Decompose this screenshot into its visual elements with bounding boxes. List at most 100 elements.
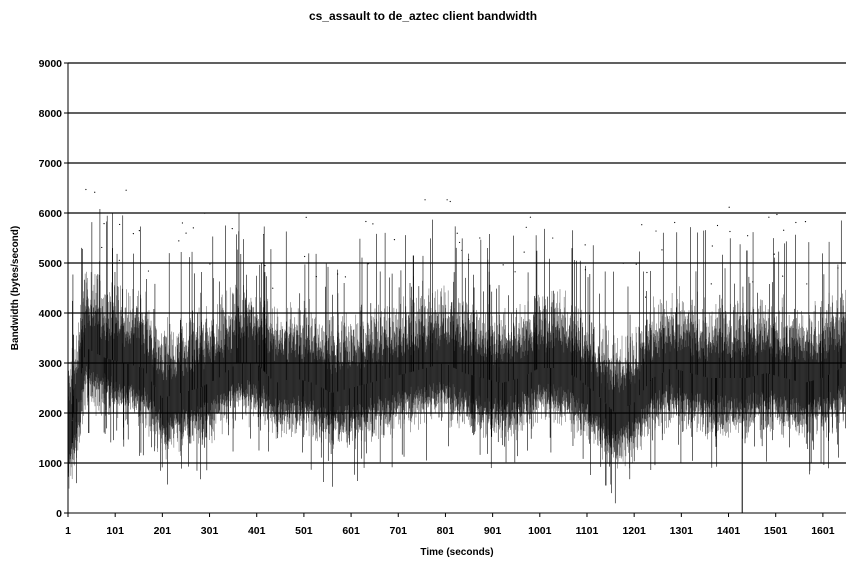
y-tick-label: 0	[56, 508, 62, 520]
data-point	[502, 264, 504, 266]
y-tick-label: 4000	[39, 308, 63, 320]
data-point	[646, 271, 648, 274]
data-point	[103, 223, 105, 225]
x-tick-label: 501	[295, 525, 313, 537]
x-tick-label: 101	[106, 525, 124, 537]
y-tick-label: 3000	[39, 358, 63, 370]
data-point	[118, 259, 120, 261]
data-point	[365, 220, 367, 223]
data-point	[655, 230, 657, 232]
data-point	[806, 283, 808, 285]
data-point	[622, 262, 624, 264]
x-axis-label: Time (seconds)	[420, 547, 493, 558]
data-point	[468, 258, 470, 261]
data-point	[795, 221, 797, 224]
x-tick-label: 401	[248, 525, 266, 537]
data-point	[645, 296, 647, 298]
data-point	[337, 273, 339, 275]
data-point	[776, 213, 778, 216]
x-tick-label: 1101	[576, 525, 599, 537]
data-point	[85, 188, 87, 191]
data-point	[101, 246, 103, 249]
data-point	[641, 224, 643, 226]
data-point	[147, 270, 150, 272]
x-tick-label: 601	[342, 525, 360, 537]
data-point	[773, 253, 775, 255]
data-point	[204, 212, 206, 214]
x-tick-label: 1	[65, 525, 71, 537]
data-point	[523, 251, 525, 253]
data-point	[768, 216, 770, 218]
data-point	[552, 237, 554, 239]
data-point	[372, 223, 374, 225]
data-point	[344, 276, 346, 278]
x-tick-label: 201	[154, 525, 172, 537]
y-tick-label: 2000	[39, 408, 63, 420]
x-tick-label: 1601	[811, 525, 835, 537]
data-point	[711, 245, 713, 247]
x-tick-label: 1201	[622, 525, 646, 537]
data-point	[661, 249, 663, 251]
x-tick-label: 701	[389, 525, 407, 537]
data-point	[716, 224, 719, 227]
data-point	[782, 275, 784, 277]
data-point	[449, 200, 451, 203]
data-point	[529, 216, 532, 218]
data-point	[458, 241, 461, 244]
y-axis-tick-labels: 0 1000 2000 3000 4000 5000 6000 7000 8000 9000	[39, 58, 68, 520]
data-point	[125, 189, 127, 191]
y-tick-label: 5000	[39, 258, 63, 270]
data-point	[544, 262, 546, 264]
x-tick-label: 1401	[717, 525, 741, 537]
chart-title: cs_assault to de_aztec client bandwidth	[309, 9, 537, 23]
data-point	[446, 199, 448, 201]
x-tick-label: 301	[201, 525, 219, 537]
data-point	[584, 244, 586, 246]
data-point	[783, 229, 785, 231]
data-point	[674, 221, 676, 224]
data-point	[837, 267, 839, 269]
data-point	[635, 263, 637, 265]
y-tick-label: 9000	[39, 58, 63, 70]
data-point	[393, 239, 396, 241]
data-point	[479, 237, 481, 239]
data-point	[804, 221, 807, 223]
data-point	[424, 199, 426, 201]
x-tick-label: 1501	[764, 525, 788, 537]
x-tick-label: 801	[437, 525, 455, 537]
data-point	[305, 216, 307, 218]
x-axis-tick-labels: 1 101 201 301 401 501 601 701 801 901 1001 1101 1201…	[65, 513, 835, 537]
data-point	[181, 222, 184, 224]
data-point	[94, 191, 96, 193]
data-point	[315, 276, 317, 278]
x-tick-label: 1001	[528, 525, 552, 537]
data-point	[231, 228, 233, 230]
y-tick-label: 6000	[39, 208, 63, 220]
data-point	[132, 233, 134, 235]
data-point	[264, 264, 266, 267]
data-point	[138, 230, 140, 232]
data-point	[209, 263, 211, 265]
data-point	[304, 255, 306, 258]
data-point	[192, 227, 194, 229]
data-point	[747, 235, 749, 237]
data-point	[367, 263, 369, 265]
data-point	[185, 232, 187, 234]
y-axis-label: Bandwidth (bytes/second)	[10, 226, 21, 350]
data-point	[729, 230, 731, 233]
data-point	[178, 240, 180, 242]
data-point	[456, 232, 458, 234]
y-tick-label: 1000	[39, 458, 63, 470]
x-tick-label: 901	[484, 525, 502, 537]
data-point	[514, 271, 516, 273]
bandwidth-series	[67, 188, 846, 513]
data-point	[272, 287, 274, 289]
data-point	[525, 226, 527, 228]
y-tick-label: 8000	[39, 108, 63, 120]
x-tick-label: 1301	[670, 525, 694, 537]
y-tick-label: 7000	[39, 158, 63, 170]
data-point	[728, 206, 730, 208]
data-point	[710, 283, 712, 285]
data-point	[119, 223, 121, 226]
